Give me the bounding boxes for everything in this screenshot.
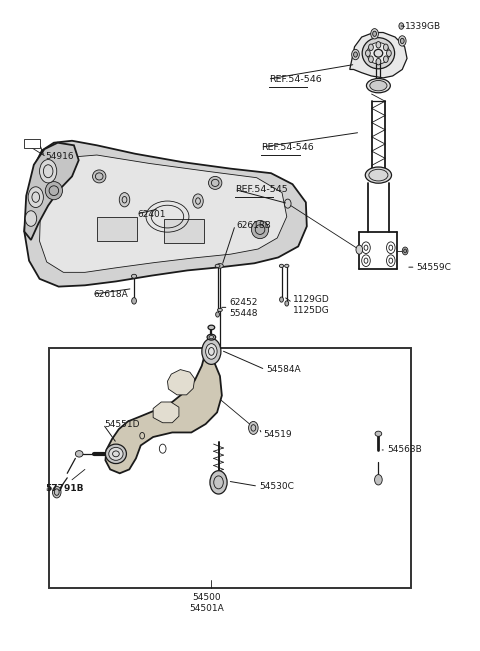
Circle shape [376,42,381,48]
Bar [24,139,39,148]
Ellipse shape [375,431,382,436]
Circle shape [365,50,370,57]
Circle shape [356,245,363,254]
Ellipse shape [215,264,220,268]
Ellipse shape [252,221,269,239]
Ellipse shape [207,334,216,340]
Text: 55448: 55448 [229,309,258,318]
Circle shape [284,199,291,208]
Circle shape [398,36,406,46]
Text: 62452: 62452 [229,298,258,307]
Circle shape [374,475,382,485]
Circle shape [249,421,258,434]
Circle shape [132,298,136,304]
Ellipse shape [365,167,392,183]
Polygon shape [153,402,179,422]
Ellipse shape [208,326,215,329]
Ellipse shape [75,450,83,457]
Text: 57791B: 57791B [45,484,84,493]
Text: 54500: 54500 [192,593,221,602]
Ellipse shape [374,49,383,57]
Circle shape [205,344,217,359]
Polygon shape [39,155,287,272]
Circle shape [400,38,404,44]
Ellipse shape [132,274,137,278]
Ellipse shape [217,309,222,312]
Circle shape [202,339,221,365]
Circle shape [369,56,373,62]
Circle shape [119,193,130,207]
Polygon shape [24,143,79,240]
Ellipse shape [109,447,123,460]
Ellipse shape [216,264,223,268]
Text: REF.54-546: REF.54-546 [262,143,314,152]
Circle shape [52,486,61,498]
Circle shape [369,44,373,51]
Circle shape [25,211,36,227]
Text: 54519: 54519 [263,430,291,439]
Ellipse shape [366,79,390,93]
Text: REF.54-546: REF.54-546 [269,75,322,84]
Polygon shape [168,370,195,395]
Circle shape [354,52,358,57]
Text: 54584A: 54584A [266,365,301,374]
Ellipse shape [279,264,284,268]
Ellipse shape [106,444,126,464]
Circle shape [399,23,404,29]
Text: 62618B: 62618B [236,221,271,230]
Ellipse shape [93,170,106,183]
Text: 1129GD: 1129GD [293,295,330,304]
Bar [164,219,204,243]
Text: 1339GB: 1339GB [405,21,441,31]
Ellipse shape [45,182,62,200]
Text: 54530C: 54530C [259,482,294,491]
Circle shape [371,29,378,39]
Circle shape [386,50,391,57]
Circle shape [376,59,381,65]
Circle shape [402,247,408,255]
Polygon shape [350,33,407,78]
Text: 1125DG: 1125DG [293,306,330,315]
Text: 62618A: 62618A [93,290,128,299]
Text: 54916: 54916 [45,152,74,161]
Polygon shape [24,141,307,286]
Text: 62401: 62401 [137,210,166,219]
Text: 54551D: 54551D [104,419,140,428]
Circle shape [384,44,388,51]
Circle shape [210,471,227,494]
Circle shape [193,194,203,208]
Text: 54501A: 54501A [189,603,224,613]
Circle shape [384,56,388,62]
Circle shape [216,312,219,317]
Ellipse shape [208,176,222,189]
Text: REF.54-545: REF.54-545 [235,185,288,194]
Circle shape [39,159,57,183]
Ellipse shape [362,38,395,69]
Ellipse shape [367,42,390,64]
Text: 54559C: 54559C [417,262,452,271]
Bar [49,348,411,588]
Ellipse shape [206,340,216,348]
Circle shape [28,187,43,208]
Ellipse shape [370,81,387,91]
Circle shape [285,301,288,306]
Polygon shape [106,352,222,473]
Circle shape [372,31,376,36]
Circle shape [280,297,283,302]
Bar [97,217,137,242]
Ellipse shape [285,264,289,268]
Circle shape [404,249,407,253]
Circle shape [352,49,360,60]
Text: 54563B: 54563B [387,445,422,454]
